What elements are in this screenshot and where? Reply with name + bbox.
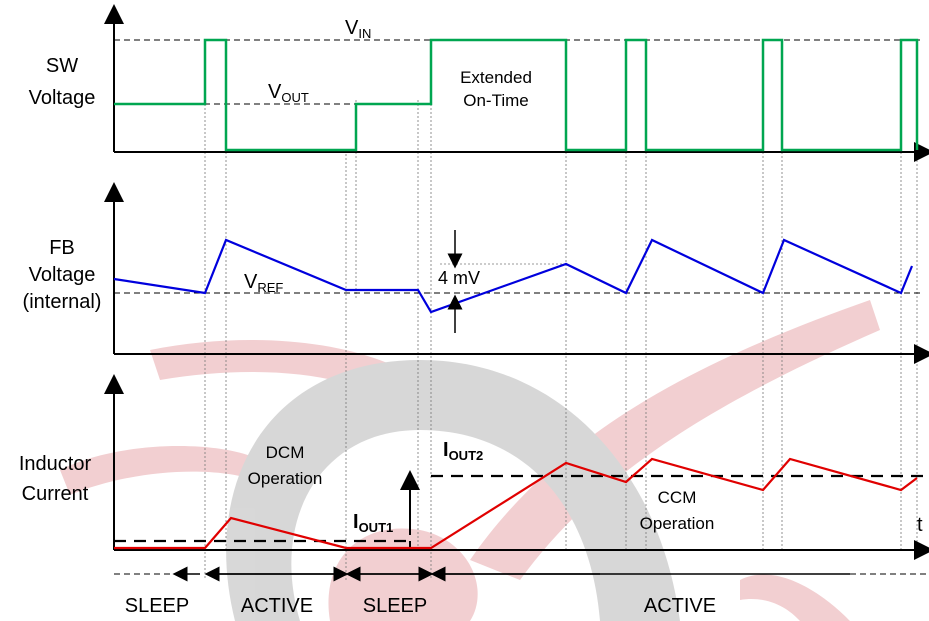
fb-label-line1: FB — [49, 237, 75, 259]
dcm-label-line2: Operation — [248, 469, 323, 488]
inductor-panel: Inductor Current DCM Operation CCM Operatio… — [19, 374, 929, 560]
mode-label-active-2: ACTIVE — [644, 595, 716, 617]
inductor-current-trace — [114, 457, 918, 550]
mode-timeline: SLEEP ACTIVE SLEEP ACTIVE — [114, 566, 929, 617]
sw-label-line1: SW — [46, 55, 78, 77]
mode-label-sleep-1: SLEEP — [125, 595, 189, 617]
il-label-line2: Current — [22, 483, 89, 505]
vin-label: V — [345, 17, 359, 39]
sw-voltage-trace — [114, 38, 919, 152]
svg-text:IOUT1: IOUT1 — [353, 511, 393, 535]
svg-text:VREF: VREF — [244, 271, 283, 295]
vout-subscript: OUT — [281, 90, 309, 105]
vref-label: V — [244, 271, 258, 293]
fb-label-line2: Voltage — [29, 264, 96, 286]
dcm-label-line1: DCM — [266, 443, 305, 462]
sw-panel: SW Voltage VIN VOUT Extended On-Time — [29, 4, 929, 162]
ripple-label: 4 mV — [438, 268, 480, 288]
extended-on-time-line2: On-Time — [463, 91, 529, 110]
mode-label-active-1: ACTIVE — [241, 595, 313, 617]
sw-label-line2: Voltage — [29, 87, 96, 109]
iout2-label: I — [443, 439, 449, 461]
extended-on-time-line1: Extended — [460, 68, 532, 87]
il-label-line1: Inductor — [19, 453, 92, 475]
watermark — [60, 300, 880, 621]
svg-text:VIN: VIN — [345, 17, 371, 41]
iout2-subscript: OUT2 — [449, 448, 484, 463]
fb-label-line3: (internal) — [23, 291, 102, 313]
iout1-subscript: OUT1 — [359, 520, 394, 535]
vref-subscript: REF — [257, 280, 283, 295]
fb-voltage-trace — [113, 238, 914, 314]
time-axis-label: t — [917, 514, 923, 536]
iout1-label: I — [353, 511, 359, 533]
svg-text:VOUT: VOUT — [268, 81, 309, 105]
fb-panel: 4 mV FB Voltage (internal) VREF — [23, 182, 929, 364]
vout-label: V — [268, 81, 282, 103]
svg-text:IOUT2: IOUT2 — [443, 439, 483, 463]
mode-label-sleep-2: SLEEP — [363, 595, 427, 617]
ccm-label-line2: Operation — [640, 514, 715, 533]
ccm-label-line1: CCM — [658, 488, 697, 507]
vin-subscript: IN — [358, 26, 371, 41]
